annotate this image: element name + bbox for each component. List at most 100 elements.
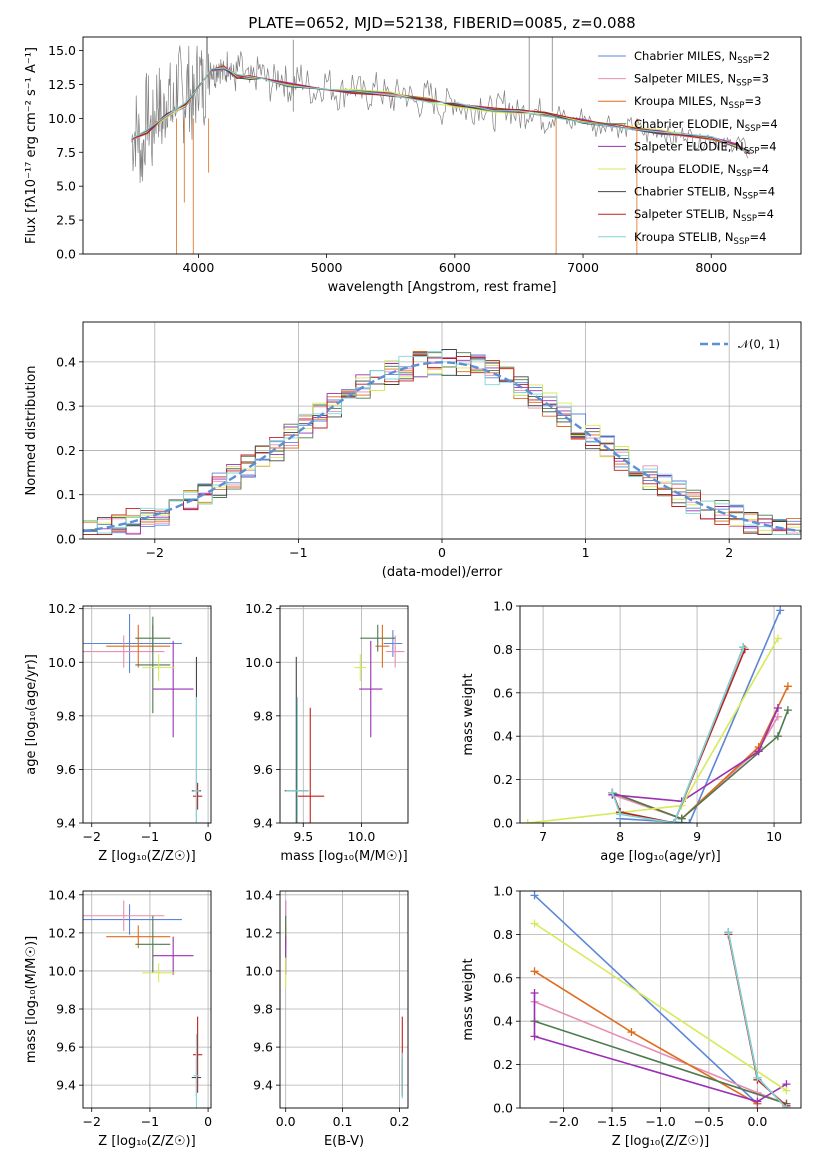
weight-line-0 bbox=[620, 609, 781, 823]
y-tick-label: 9.8 bbox=[56, 708, 76, 723]
weight-line-5 bbox=[534, 922, 787, 1092]
x-tick-label: −1 bbox=[289, 545, 307, 560]
y-tick-label: 0.0 bbox=[493, 1101, 513, 1116]
y-tick-label: 10.0 bbox=[48, 655, 76, 670]
y-tick-label: 0.4 bbox=[493, 1014, 513, 1029]
axes-frame bbox=[519, 605, 802, 824]
weight-line-3 bbox=[612, 709, 789, 820]
plus-marker bbox=[773, 712, 782, 721]
y-tick-label: 9.6 bbox=[56, 1040, 76, 1055]
y-tick-label: 5.0 bbox=[56, 179, 76, 194]
y-tick-label: 0.2 bbox=[493, 1057, 513, 1072]
y-tick-label: 0.0 bbox=[56, 532, 76, 547]
y-tick-label: 9.4 bbox=[253, 816, 273, 831]
y-tick-label: 0.6 bbox=[493, 970, 513, 985]
plus-marker bbox=[530, 919, 539, 928]
y-tick-label: 9.8 bbox=[253, 708, 273, 723]
plus-marker bbox=[685, 819, 694, 823]
x-tick-label: 0.0 bbox=[747, 1114, 767, 1129]
x-tick-label: 8 bbox=[616, 829, 624, 844]
normal-curve bbox=[83, 361, 801, 533]
x-tick-label: −2.0 bbox=[548, 1114, 578, 1129]
weight-line-0 bbox=[533, 894, 758, 1105]
axes-frame bbox=[279, 605, 409, 824]
y-tick-label: 9.6 bbox=[56, 762, 76, 777]
y-tick-label: 10.0 bbox=[48, 111, 76, 126]
model-spectrum-8 bbox=[131, 67, 750, 153]
legend-label: Kroupa MILES, NSSP=3 bbox=[634, 94, 761, 111]
y-tick-label: 10.4 bbox=[48, 887, 76, 902]
x-axis-label: age [log₁₀(age/yr)] bbox=[600, 849, 721, 864]
x-axis-label: Z [log₁₀(Z/Z☉)] bbox=[612, 1134, 709, 1149]
x-axis-label: (data-model)/error bbox=[382, 565, 503, 580]
y-axis-label: age [log₁₀(age/yr)] bbox=[24, 654, 39, 775]
plus-marker bbox=[530, 988, 539, 997]
y-tick-label: 10.0 bbox=[48, 963, 76, 978]
x-tick-label: 0.0 bbox=[276, 1114, 296, 1129]
y-tick-label: 0.0 bbox=[56, 247, 76, 262]
y-tick-label: 0.4 bbox=[56, 354, 76, 369]
weight-vs-age-plot-area bbox=[523, 606, 792, 823]
y-axis-label: mass [log₁₀(M/M☉)] bbox=[24, 936, 39, 1063]
x-tick-label: −1 bbox=[141, 829, 159, 844]
legend: 𝒩(0, 1) bbox=[700, 337, 780, 351]
y-tick-label: 10.2 bbox=[245, 601, 273, 616]
x-tick-label: 10 bbox=[766, 829, 782, 844]
y-tick-label: 0.2 bbox=[493, 772, 513, 787]
x-tick-label: −2 bbox=[83, 829, 101, 844]
y-tick-label: 15.0 bbox=[48, 43, 76, 58]
axes-frame bbox=[82, 605, 212, 824]
y-tick-label: 12.5 bbox=[48, 77, 76, 92]
y-tick-label: 1.0 bbox=[493, 599, 513, 614]
plus-marker bbox=[627, 1028, 636, 1037]
age-vs-Z-panel: −2 −1 0 9.4 9.6 9.8 10.0 10.2 Z [log₁₀(Z/Z☉)] age… bbox=[24, 601, 212, 864]
axes-frame bbox=[82, 890, 212, 1109]
axes-frame bbox=[279, 890, 409, 1109]
plus-marker bbox=[754, 747, 763, 756]
plus-marker bbox=[608, 788, 617, 797]
age-vs-mass-panel: 9.5 10.0 9.4 9.6 9.8 10.0 10.2 mass [log₁₀(M/M☉… bbox=[245, 601, 409, 864]
axes-frame bbox=[519, 890, 802, 1109]
y-tick-label: 0.1 bbox=[56, 487, 76, 502]
y-tick-label: 10.0 bbox=[245, 963, 273, 978]
y-tick-label: 9.6 bbox=[253, 1040, 273, 1055]
x-tick-label: 1 bbox=[582, 545, 590, 560]
x-axis-label: wavelength [Angstrom, rest frame] bbox=[328, 280, 557, 295]
residuals-panel: −2 −1 0 1 2 0.0 0.1 0.2 0.3 0.4 (data-model)/error… bbox=[24, 321, 802, 580]
y-tick-label: 10.4 bbox=[245, 887, 273, 902]
x-tick-label: 4000 bbox=[182, 260, 214, 275]
plus-marker bbox=[776, 606, 785, 615]
plus-marker bbox=[530, 1032, 539, 1041]
x-tick-label: 6000 bbox=[439, 260, 471, 275]
x-tick-label: 9 bbox=[693, 829, 701, 844]
weight-line-1 bbox=[612, 716, 779, 820]
mass-vs-ebv-plot-area bbox=[285, 900, 403, 1099]
x-tick-label: 8000 bbox=[695, 260, 727, 275]
plus-marker bbox=[523, 819, 532, 823]
weight-line-3 bbox=[534, 1020, 787, 1105]
y-tick-label: 9.4 bbox=[253, 1078, 273, 1093]
histogram-8 bbox=[83, 350, 801, 536]
y-axis-label: mass weight bbox=[461, 958, 476, 1040]
weight-vs-Z-panel: −2.0 −1.5 −1.0 −0.5 0.0 0.0 0.2 0.4 0.6 0.8 1.0 Z [… bbox=[461, 884, 802, 1149]
x-tick-label: −1.5 bbox=[597, 1114, 627, 1129]
plus-marker bbox=[753, 1097, 762, 1106]
y-tick-label: 9.4 bbox=[56, 1078, 76, 1093]
x-tick-label: 2 bbox=[725, 545, 733, 560]
y-tick-label: 10.2 bbox=[48, 925, 76, 940]
legend-label: Kroupa ELODIE, NSSP=4 bbox=[634, 162, 769, 179]
legend-label: Salpeter ELODIE, NSSP=4 bbox=[634, 139, 777, 156]
x-tick-label: 10.0 bbox=[348, 829, 376, 844]
legend-label: Kroupa STELIB, NSSP=4 bbox=[634, 230, 766, 247]
x-tick-label: −1.0 bbox=[645, 1114, 675, 1129]
age-vs-Z-plot-area bbox=[83, 614, 203, 823]
x-tick-label: −2 bbox=[83, 1114, 101, 1129]
plus-marker bbox=[724, 928, 733, 937]
weight-line-8 bbox=[611, 646, 745, 823]
y-axis-label: Normed distribution bbox=[24, 366, 39, 496]
x-tick-label: 0.2 bbox=[390, 1114, 410, 1129]
y-tick-label: 9.4 bbox=[56, 816, 76, 831]
x-tick-label: −2 bbox=[146, 545, 164, 560]
y-tick-label: 0.0 bbox=[493, 816, 513, 831]
